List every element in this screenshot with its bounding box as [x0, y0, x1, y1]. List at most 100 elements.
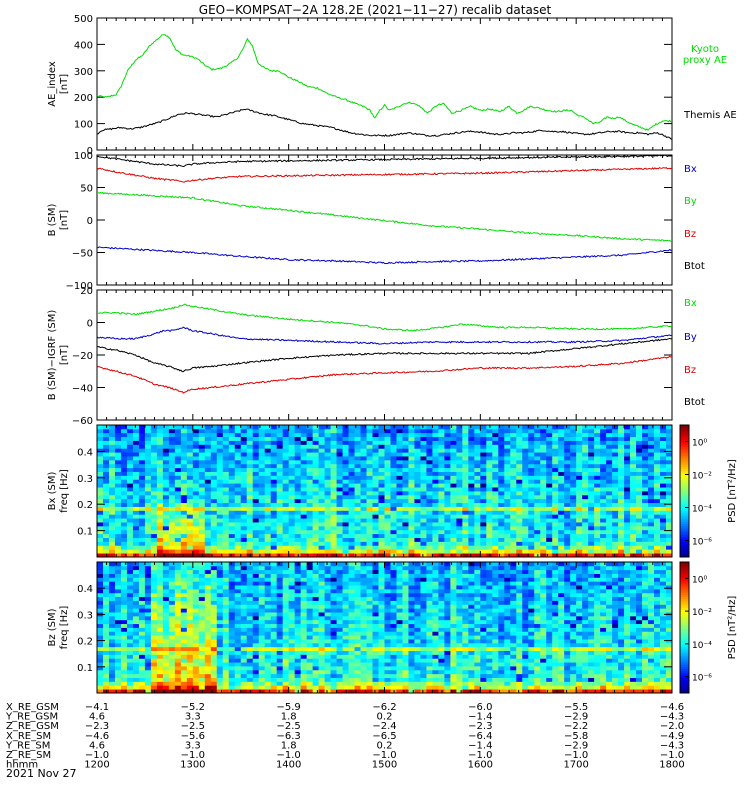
spectrogram-cell: [228, 506, 236, 511]
spectrogram-cell: [156, 592, 164, 598]
spectrogram-cell: [636, 498, 643, 504]
spectrogram-cell: [450, 510, 457, 515]
spectrogram-cell: [516, 545, 523, 550]
spectrogram-cell: [234, 549, 242, 554]
spectrogram-cell: [162, 689, 170, 694]
spectrogram-cell: [210, 456, 218, 461]
spectrogram-cell: [330, 529, 337, 535]
spectrogram-cell: [138, 600, 146, 605]
spectrogram-cell: [450, 428, 457, 434]
spectrogram-cell: [162, 612, 170, 617]
spectrogram-cell: [594, 498, 601, 504]
spectrogram-cell: [102, 615, 110, 621]
spectrogram-cell: [264, 623, 272, 628]
spectrogram-cell: [198, 666, 206, 671]
spectrogram-cell: [264, 562, 272, 567]
colorbar-segment: [680, 513, 689, 516]
spectrogram-cell: [276, 487, 284, 492]
spectrogram-cell: [234, 573, 242, 578]
spectrogram-cell: [558, 459, 565, 465]
spectrogram-cell: [102, 666, 110, 671]
spectrogram-cell: [390, 514, 397, 519]
spectrogram-cell: [402, 483, 409, 488]
spectrogram-cell: [132, 662, 140, 667]
spectrogram-cell: [576, 518, 583, 523]
spectrogram-cell: [450, 432, 457, 438]
spectrogram-cell: [108, 677, 116, 682]
spectrogram-cell: [288, 483, 296, 488]
spectrogram-cell: [306, 463, 314, 469]
spectrogram-cell: [558, 510, 565, 515]
spectrogram-cell: [552, 448, 559, 453]
spectrogram-cell: [432, 494, 439, 500]
spectrogram-cell: [612, 514, 619, 519]
spectrogram-cell: [174, 577, 182, 582]
legend-kyoto-proxy-ae: Kyoto: [691, 44, 719, 55]
spectrogram-cell: [168, 541, 176, 546]
spectrogram-cell: [228, 425, 236, 430]
spectrogram-cell: [360, 533, 367, 538]
spectrogram-cell: [174, 448, 182, 453]
spectrogram-cell: [240, 596, 248, 601]
spectrogram-cell: [144, 436, 152, 441]
spectrogram-cell: [384, 522, 391, 527]
spectrogram-cell: [372, 463, 379, 469]
spectrogram-cell: [234, 650, 242, 655]
spectrogram-cell: [186, 479, 194, 484]
spectrogram-cell: [300, 448, 308, 453]
spectrogram-cell: [510, 506, 517, 511]
spectrogram-cell: [426, 502, 433, 507]
spectrogram-cell: [372, 467, 379, 472]
spectrogram-cell: [318, 514, 325, 519]
panel-spec_bz: 0.10.20.30.4Bz (SM) freq [Hz]10⁰10⁻²10⁻⁴1…: [47, 561, 738, 694]
spectrogram-cell: [642, 514, 649, 519]
spectrogram-cell: [210, 592, 218, 598]
spectrogram-cell: [97, 529, 104, 535]
spectrogram-cell: [396, 467, 403, 472]
spectrogram-cell: [468, 518, 475, 523]
spectrogram-cell: [600, 514, 607, 519]
spectrogram-cell: [600, 459, 607, 465]
spectrogram-cell: [618, 529, 625, 535]
spectrogram-cell: [534, 529, 541, 535]
spectrogram-cell: [330, 506, 337, 511]
spectrogram-cell: [114, 592, 122, 598]
spectrogram-cell: [612, 452, 619, 457]
spectrogram-cell: [546, 471, 553, 476]
spectrogram-cell: [564, 506, 571, 511]
spectrogram-cell: [552, 525, 559, 531]
spectrogram-cell: [636, 510, 643, 515]
spectrogram-cell: [252, 428, 260, 434]
spectrogram-cell: [558, 502, 565, 507]
spectrogram-cell: [186, 487, 194, 492]
spectrogram-cell: [204, 452, 212, 457]
spectrogram-cell: [534, 479, 541, 484]
spectrogram-cell: [198, 600, 206, 605]
spectrogram-cell: [456, 428, 463, 434]
spectrogram-cell: [426, 483, 433, 488]
spectrogram-cell: [156, 577, 164, 582]
spectrogram-cell: [252, 537, 260, 542]
spectrogram-cell: [450, 541, 457, 546]
spectrogram-cell: [210, 596, 218, 601]
spectrogram-cell: [330, 444, 337, 449]
spectrogram-cell: [132, 562, 140, 567]
spectrogram-cell: [156, 565, 164, 571]
spectrogram-cell: [216, 459, 224, 465]
spectrogram-cell: [270, 600, 278, 605]
spectrogram-cell: [612, 428, 619, 434]
spectrogram-cell: [666, 537, 673, 542]
spectrogram-cell: [97, 522, 104, 527]
spectrogram-cell: [180, 514, 188, 519]
spectrogram-cell: [300, 487, 308, 492]
spectrogram-cell: [468, 448, 475, 453]
spectrogram-cell: [426, 487, 433, 492]
spectrogram-cell: [144, 448, 152, 453]
spectrogram-cell: [228, 681, 236, 686]
spectrogram-cell: [528, 459, 535, 465]
spectrogram-cell: [366, 545, 373, 550]
spectrogram-cell: [498, 525, 505, 531]
spectrogram-cell: [216, 619, 224, 625]
spectrogram-cell: [384, 533, 391, 538]
spectrogram-cell: [132, 596, 140, 601]
